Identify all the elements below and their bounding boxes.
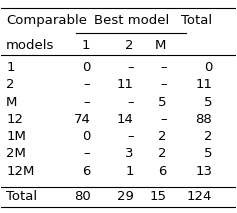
Text: 6: 6: [158, 164, 167, 178]
Text: 74: 74: [73, 113, 90, 126]
Text: 12: 12: [6, 113, 23, 126]
Text: 2: 2: [158, 147, 167, 160]
Text: –: –: [84, 96, 90, 109]
Text: –: –: [160, 113, 167, 126]
Text: 6: 6: [82, 164, 90, 178]
Text: 0: 0: [82, 61, 90, 74]
Text: 2: 2: [6, 78, 14, 91]
Text: 15: 15: [150, 190, 167, 203]
Text: –: –: [84, 78, 90, 91]
Text: M: M: [155, 39, 167, 52]
Text: Total: Total: [6, 190, 37, 203]
Text: 88: 88: [196, 113, 212, 126]
Text: 11: 11: [117, 78, 134, 91]
Text: 1M: 1M: [6, 130, 26, 143]
Text: 29: 29: [117, 190, 134, 203]
Text: –: –: [160, 61, 167, 74]
Text: 12M: 12M: [6, 164, 34, 178]
Text: Best model: Best model: [94, 14, 169, 27]
Text: 1: 1: [125, 164, 134, 178]
Text: 1: 1: [6, 61, 14, 74]
Text: 5: 5: [204, 147, 212, 160]
Text: 5: 5: [158, 96, 167, 109]
Text: –: –: [127, 61, 134, 74]
Text: 2: 2: [204, 130, 212, 143]
Text: 3: 3: [125, 147, 134, 160]
Text: –: –: [160, 78, 167, 91]
Text: –: –: [84, 147, 90, 160]
Text: 80: 80: [74, 190, 90, 203]
Text: 2: 2: [125, 39, 134, 52]
Text: models: models: [6, 39, 55, 52]
Text: 5: 5: [204, 96, 212, 109]
Text: –: –: [127, 130, 134, 143]
Text: 14: 14: [117, 113, 134, 126]
Text: 11: 11: [195, 78, 212, 91]
Text: 0: 0: [82, 130, 90, 143]
Text: 2M: 2M: [6, 147, 26, 160]
Text: Total: Total: [181, 14, 212, 27]
Text: –: –: [127, 96, 134, 109]
Text: 1: 1: [82, 39, 90, 52]
Text: M: M: [6, 96, 18, 109]
Text: Comparable: Comparable: [6, 14, 87, 27]
Text: 13: 13: [195, 164, 212, 178]
Text: 0: 0: [204, 61, 212, 74]
Text: 2: 2: [158, 130, 167, 143]
Text: 124: 124: [187, 190, 212, 203]
